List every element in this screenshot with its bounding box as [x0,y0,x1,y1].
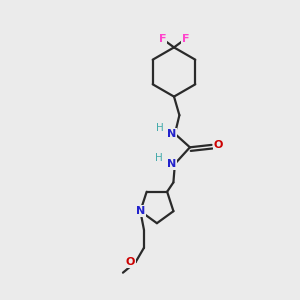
Text: N: N [167,129,176,139]
Text: F: F [159,34,166,44]
Text: N: N [136,206,145,216]
Text: O: O [125,257,135,267]
Text: H: H [156,123,164,134]
Text: N: N [167,159,176,169]
Text: O: O [213,140,223,150]
Text: H: H [155,153,163,164]
Text: F: F [182,34,189,44]
